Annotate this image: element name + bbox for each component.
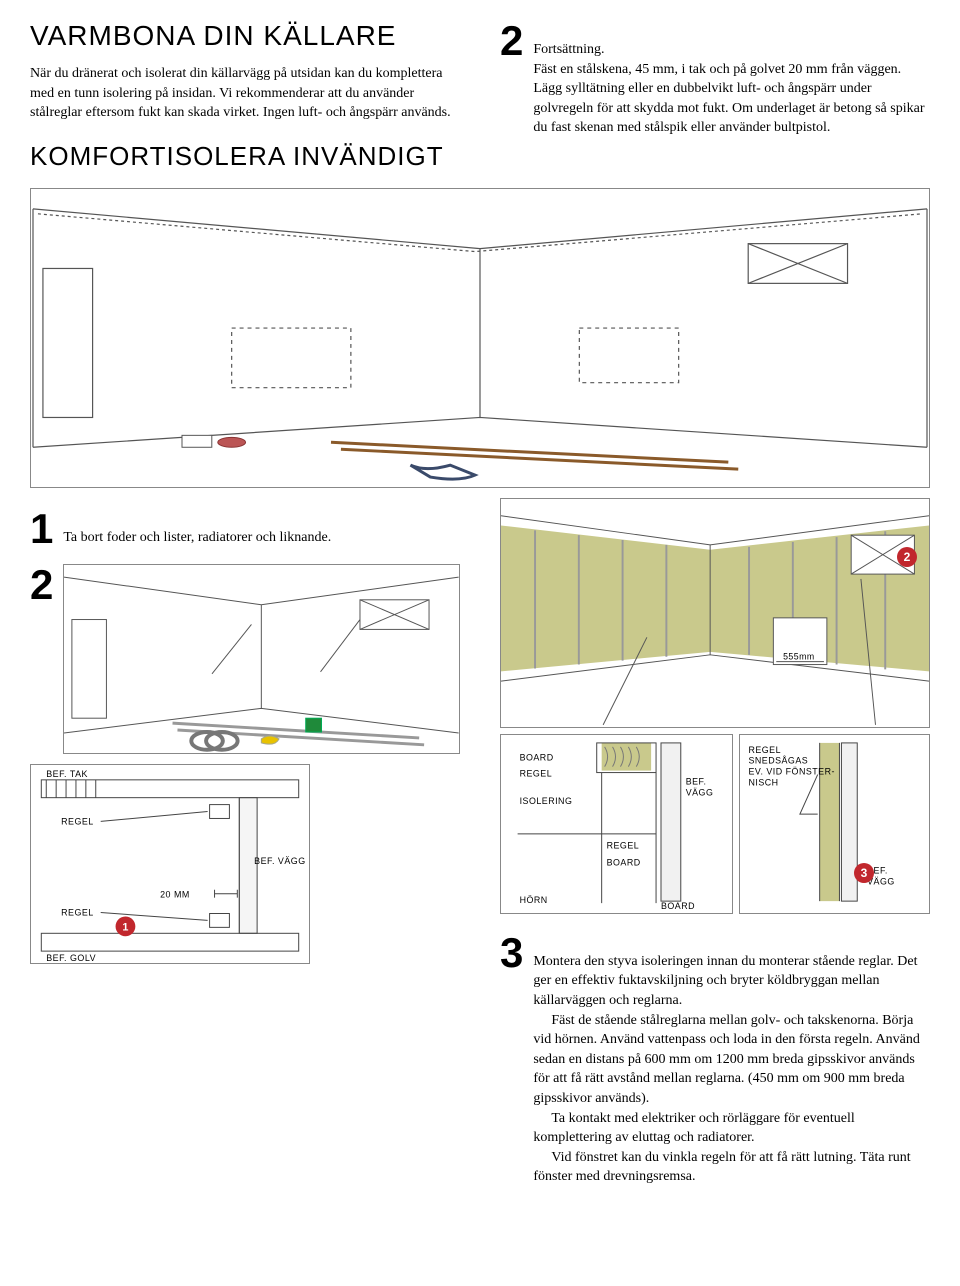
- step-number-2: 2: [500, 20, 523, 62]
- left-column: VARMBONA DIN KÄLLARE När du dränerat och…: [30, 20, 460, 180]
- detail-badge-1: 1: [122, 921, 128, 933]
- page-title: VARMBONA DIN KÄLLARE: [30, 20, 460, 52]
- label-regel-top: REGEL: [61, 816, 94, 826]
- step-number-1: 1: [30, 508, 53, 550]
- step-2-block: 2: [30, 564, 460, 754]
- section-subheading: KOMFORTISOLERA INVÄNDIGT: [30, 141, 460, 172]
- label-bef-vagg: BEF. VÄGG: [254, 856, 305, 866]
- detail-floor-ceiling-section: BEF. TAK REGEL BEF. VÄGG 20 MM REGEL BEF…: [30, 764, 310, 964]
- continuation-label: Fortsättning.: [533, 42, 604, 57]
- step3-p4: Vid fönstret kan du vinkla regeln för at…: [533, 1148, 930, 1187]
- measurement-555: 555mm: [783, 651, 815, 661]
- illustration-empty-room: [30, 188, 930, 488]
- step3-p2: Fäst de stående stålreglarna mellan golv…: [533, 1011, 930, 1109]
- illustration-badge-2: 2: [897, 547, 917, 567]
- header-columns: VARMBONA DIN KÄLLARE När du dränerat och…: [30, 20, 930, 180]
- lbl-isolering: ISOLERING: [520, 796, 573, 806]
- steps-left-col: 1 Ta bort foder och lister, radiatorer o…: [30, 498, 460, 1187]
- step-2-text: Fäst en stålskena, 45 mm, i tak och på g…: [533, 62, 924, 136]
- detail-corner-section: BOARD REGEL ISOLERING REGEL BOARD HÖRN B…: [500, 734, 733, 914]
- detail-badge-3: 3: [854, 863, 874, 883]
- step-number-2b: 2: [30, 564, 53, 606]
- detail-row: BOARD REGEL ISOLERING REGEL BOARD HÖRN B…: [500, 734, 930, 914]
- label-bef-tak: BEF. TAK: [46, 769, 88, 779]
- step3-p1: Montera den styva isoleringen innan du m…: [533, 952, 930, 1011]
- steps-right-col: 555mm 2: [500, 498, 930, 1187]
- lbl-board-top: BOARD: [520, 752, 554, 762]
- step-number-3: 3: [500, 932, 523, 974]
- illustration-step2-room: [63, 564, 460, 754]
- illustration-insulated-room: 555mm 2: [500, 498, 930, 728]
- label-bef-golv: BEF. GOLV: [46, 953, 96, 963]
- lbl-board-bot: BOARD: [661, 901, 695, 911]
- right-column: 2 Fortsättning. Fäst en stålskena, 45 mm…: [500, 20, 930, 180]
- lbl-horn: HÖRN: [520, 895, 548, 905]
- lbl-regel-mid: REGEL: [607, 841, 640, 851]
- step-3: 3 Montera den styva isoleringen innan du…: [500, 932, 930, 1187]
- room-drawing-svg: [31, 189, 929, 487]
- lbl-bef-vagg-d1: BEF.VÄGG: [686, 776, 714, 797]
- lbl-regel-top: REGEL: [520, 768, 553, 778]
- step-1: 1 Ta bort foder och lister, radiatorer o…: [30, 508, 460, 550]
- steps-grid: 1 Ta bort foder och lister, radiatorer o…: [30, 498, 930, 1187]
- label-regel-bot: REGEL: [61, 907, 94, 917]
- step-2-continuation: 2 Fortsättning. Fäst en stålskena, 45 mm…: [500, 20, 930, 138]
- intro-text: När du dränerat och isolerat din källarv…: [30, 64, 460, 123]
- step-3-body: Montera den styva isoleringen innan du m…: [533, 932, 930, 1187]
- lbl-board-mid: BOARD: [607, 857, 641, 867]
- step-2-body: Fortsättning. Fäst en stålskena, 45 mm, …: [533, 20, 930, 138]
- step-1-text: Ta bort foder och lister, radiatorer och…: [63, 508, 331, 548]
- step3-p3: Ta kontakt med elektriker och rörläggare…: [533, 1109, 930, 1148]
- label-20mm: 20 MM: [160, 889, 190, 899]
- detail-window-section: REGEL SNEDSÅGAS EV. VID FÖNSTER- NISCH B…: [739, 734, 930, 914]
